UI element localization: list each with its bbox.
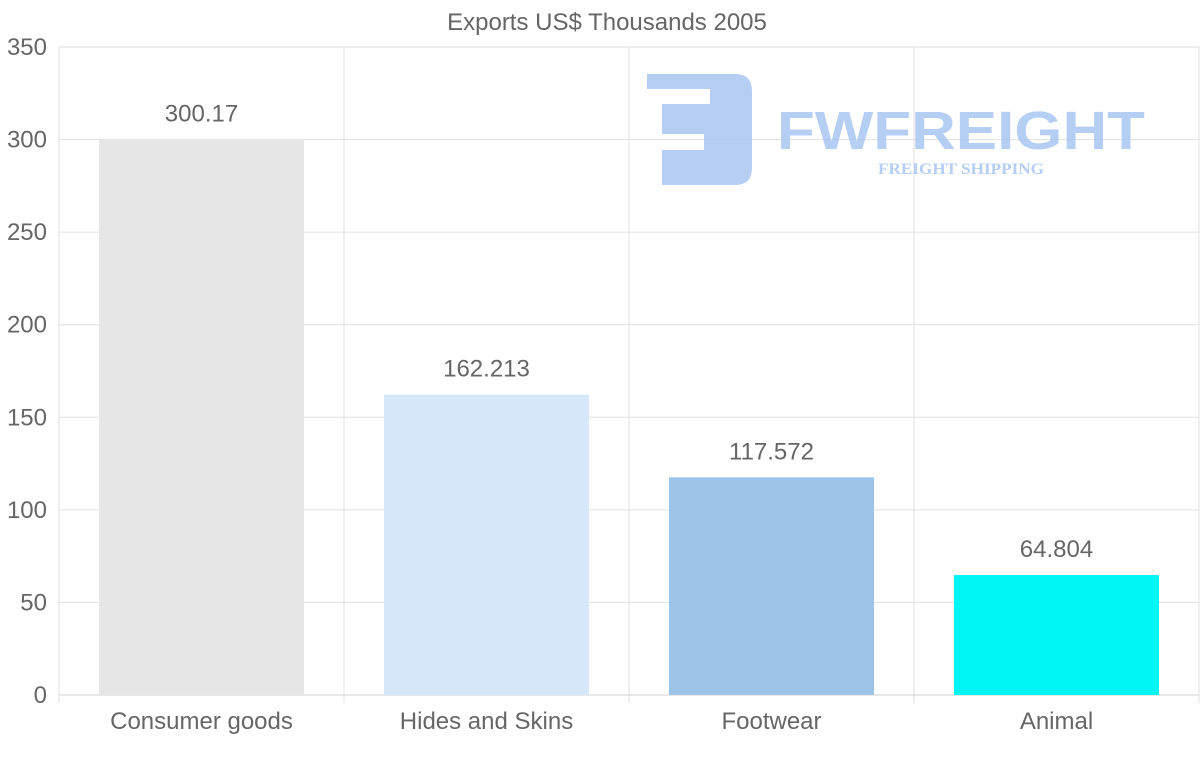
y-tick-label: 0 [34,682,47,709]
x-tick-label: Consumer goods [110,708,293,735]
y-tick-label: 50 [20,589,47,616]
bar-footwear [669,477,874,695]
y-tick-label: 100 [7,497,47,524]
y-tick-label: 300 [7,127,47,154]
y-tick-label: 350 [7,34,47,61]
y-axis: 0 50 100 150 200 250 300 350 [7,34,47,709]
y-tick-label: 150 [7,404,47,431]
fwfreight-watermark-logo: FWFREIGHT FREIGHT SHIPPING [647,74,1145,185]
x-tick-label: Hides and Skins [400,708,573,735]
data-labels: 300.17 162.213 117.572 64.804 [165,100,1093,563]
watermark-tagline: FREIGHT SHIPPING [878,161,1045,178]
bars [99,139,1159,695]
watermark-brand: FWFREIGHT [777,101,1145,161]
data-label: 64.804 [1020,536,1093,563]
data-label: 117.572 [729,438,814,465]
data-label: 300.17 [165,100,238,127]
x-tick-label: Footwear [721,708,821,735]
x-axis: Consumer goods Hides and Skins Footwear Ani… [110,708,1093,735]
logo-mark-icon [647,74,752,185]
y-tick-label: 200 [7,312,47,339]
bar-consumer-goods [99,139,304,695]
bar-hides-and-skins [384,394,589,695]
data-label: 162.213 [443,356,530,383]
x-tick-label: Animal [1020,708,1093,735]
bar-animal [954,575,1159,695]
y-tick-label: 250 [7,219,47,246]
chart-title: Exports US$ Thousands 2005 [447,9,767,36]
